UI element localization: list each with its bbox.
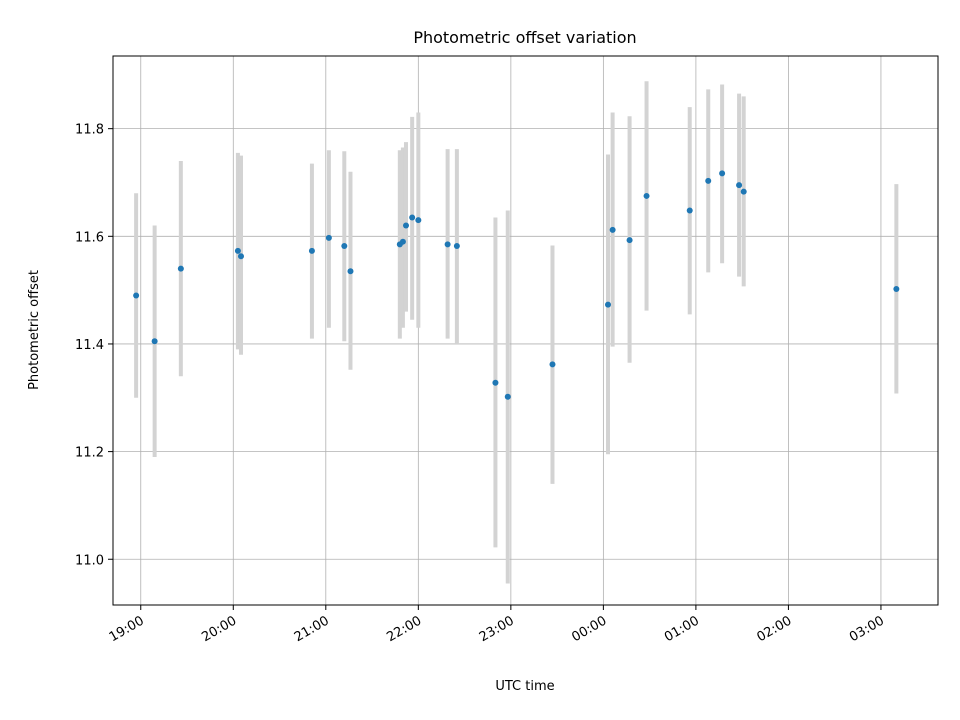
data-point bbox=[399, 238, 406, 245]
data-point bbox=[626, 237, 633, 244]
data-points bbox=[133, 170, 900, 400]
data-point bbox=[740, 188, 747, 195]
data-point bbox=[237, 253, 244, 260]
data-point bbox=[705, 177, 712, 184]
grid bbox=[113, 56, 938, 605]
data-point bbox=[736, 182, 743, 189]
y-axis-label: Photometric offset bbox=[27, 270, 42, 390]
plot-area-frame bbox=[112, 55, 939, 606]
data-point bbox=[893, 286, 900, 293]
data-point bbox=[444, 241, 451, 248]
y-tick-label: 11.4 bbox=[75, 338, 104, 353]
data-point bbox=[177, 265, 184, 272]
y-tick-label: 11.6 bbox=[75, 230, 104, 245]
data-point bbox=[719, 170, 726, 177]
data-point bbox=[686, 207, 693, 214]
data-point bbox=[609, 226, 616, 233]
data-point bbox=[151, 338, 158, 345]
y-tick-label: 11.2 bbox=[75, 446, 104, 461]
data-point bbox=[453, 242, 460, 249]
data-point bbox=[325, 234, 332, 241]
data-point bbox=[605, 301, 611, 308]
data-point bbox=[409, 214, 416, 221]
data-point bbox=[347, 268, 354, 275]
data-point bbox=[415, 217, 422, 224]
chart-title: Photometric offset variation bbox=[413, 28, 636, 47]
data-point bbox=[234, 247, 241, 254]
y-tick-label: 11.8 bbox=[75, 123, 104, 138]
data-point bbox=[341, 242, 348, 249]
y-axis-ticks: 11.0 11.2 11.4 11.6 11.8 bbox=[75, 123, 113, 568]
data-point bbox=[504, 393, 511, 400]
data-point bbox=[133, 292, 140, 299]
data-point bbox=[643, 192, 650, 199]
x-axis-label: UTC time bbox=[495, 679, 554, 694]
data-point bbox=[308, 247, 315, 254]
y-tick-label: 11.0 bbox=[75, 553, 104, 568]
data-point bbox=[549, 361, 556, 368]
data-point bbox=[492, 379, 499, 386]
data-point bbox=[402, 222, 409, 229]
